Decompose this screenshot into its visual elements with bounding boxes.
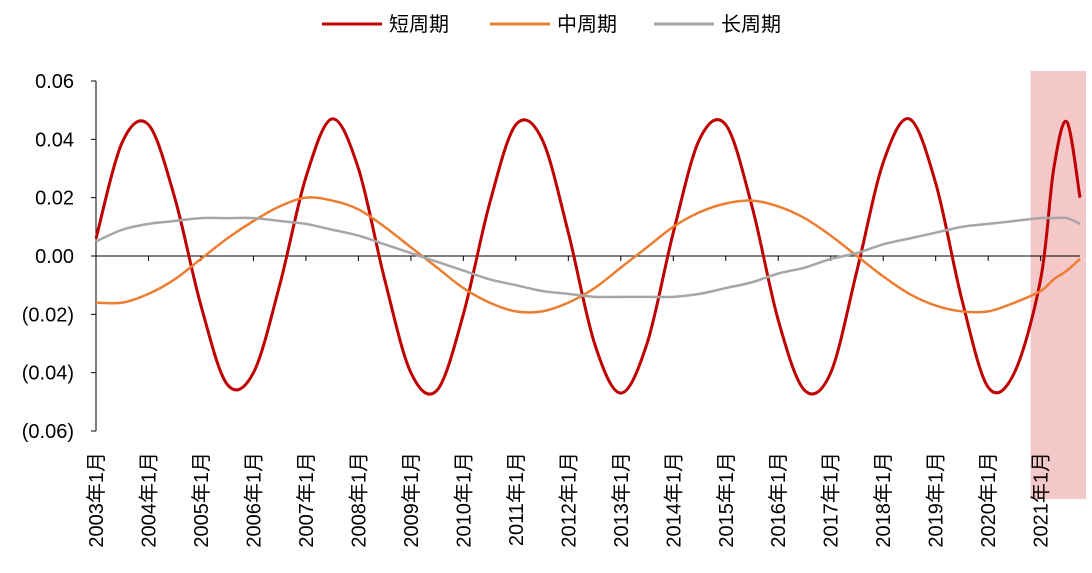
y-tick-label: 0.00: [35, 246, 74, 268]
x-tick-label: 2021年1月: [1030, 452, 1053, 548]
series-line-long-cycle: [95, 216, 1081, 299]
x-tick-label: 2009年1月: [400, 452, 423, 548]
x-tick-label: 2004年1月: [137, 452, 160, 548]
x-tick-label: 2014年1月: [662, 452, 685, 548]
x-tick-label: 2011年1月: [505, 452, 528, 546]
y-tick-label: 0.02: [35, 188, 74, 210]
y-axis-ticks: 0.06 0.04 0.02 0.00 (0.02) (0.04) (0.06): [22, 71, 96, 443]
x-tick-label: 2020年1月: [977, 452, 1000, 548]
x-tick-label: 2007年1月: [295, 452, 318, 548]
x-tick-label: 2012年1月: [557, 452, 580, 548]
x-tick-label: 2017年1月: [820, 452, 843, 548]
legend-label-long-cycle: 长周期: [721, 12, 781, 36]
x-tick-label: 2008年1月: [347, 452, 370, 548]
y-tick-label: (0.04): [22, 363, 74, 385]
series-line-mid-cycle: [95, 196, 1081, 314]
x-axis-ticks: 2003年1月 2004年1月 2005年1月 2006年1月 2007年1月 2008年…: [85, 256, 1053, 548]
series-line-short-cycle: [94, 117, 1082, 396]
x-tick-label: 2018年1月: [872, 452, 895, 548]
x-tick-label: 2006年1月: [242, 452, 265, 548]
x-tick-label: 2015年1月: [715, 452, 738, 548]
legend-label-mid-cycle: 中周期: [557, 12, 617, 36]
x-tick-label: 2005年1月: [190, 452, 213, 548]
legend-label-short-cycle: 短周期: [389, 12, 449, 36]
x-tick-label: 2013年1月: [610, 452, 633, 548]
y-tick-label: (0.02): [22, 304, 74, 326]
x-tick-label: 2003年1月: [85, 452, 108, 548]
x-tick-label: 2019年1月: [925, 452, 948, 548]
y-tick-label: (0.06): [22, 421, 74, 443]
y-tick-label: 0.06: [35, 71, 74, 93]
x-tick-label: 2016年1月: [767, 452, 790, 548]
series-layer: [94, 117, 1082, 396]
x-tick-label: 2010年1月: [452, 452, 475, 548]
legend: 短周期 中周期 长周期: [322, 12, 781, 36]
y-tick-label: 0.04: [35, 129, 74, 151]
